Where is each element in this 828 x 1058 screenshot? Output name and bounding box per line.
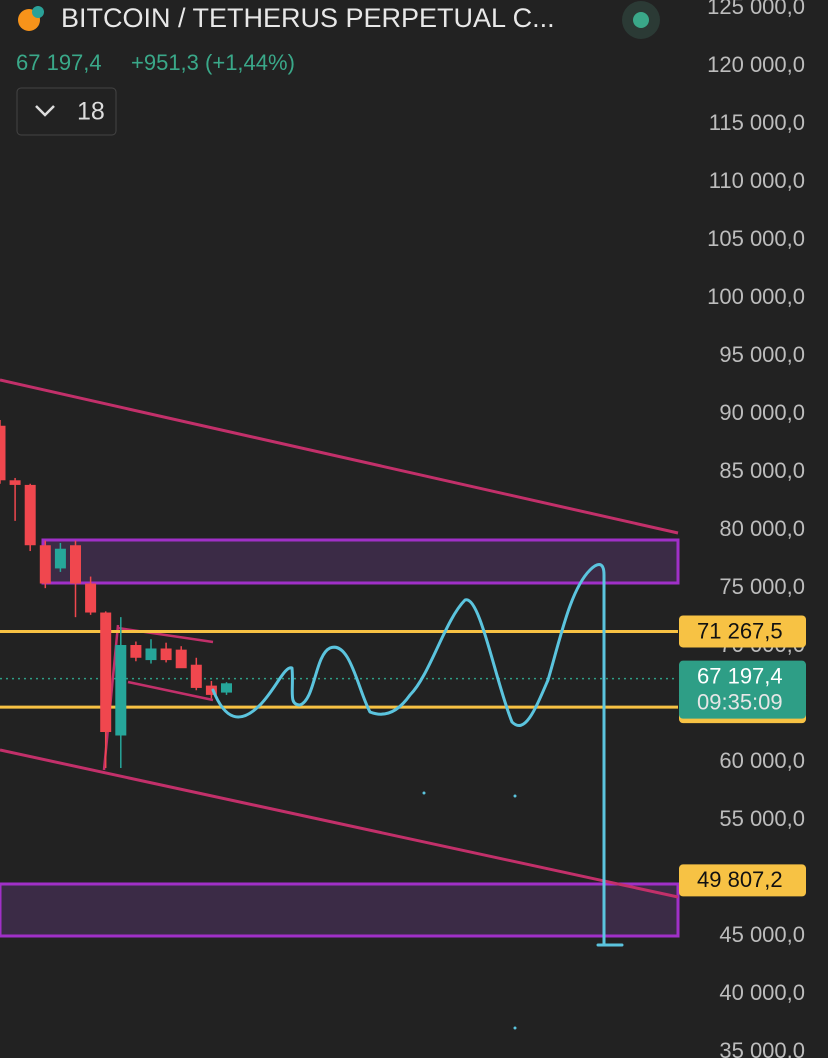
candle-body xyxy=(9,480,21,485)
y-tick-label: 85 000,0 xyxy=(719,458,805,483)
price-tag-label: 49 807,2 xyxy=(697,867,783,892)
candle-body xyxy=(190,664,202,688)
y-tick-label: 115 000,0 xyxy=(709,110,805,135)
y-tick-label: 95 000,0 xyxy=(719,342,805,367)
badge-icon xyxy=(32,6,44,18)
interval: 18 xyxy=(77,98,105,126)
price-change: +951,3 (+1,44%) xyxy=(131,50,295,75)
y-tick-label: 110 000,0 xyxy=(709,168,805,193)
y-tick-label: 60 000,0 xyxy=(719,748,805,773)
price-tag xyxy=(679,615,806,648)
y-tick-label: 120 000,0 xyxy=(707,52,805,77)
dot xyxy=(422,791,426,795)
candle-body xyxy=(221,683,232,693)
last-price: 67 197,4 xyxy=(16,50,102,75)
candle-body xyxy=(100,612,112,733)
drawn-projection xyxy=(211,563,624,947)
current-price-tag xyxy=(679,660,806,719)
y-tick-label: 75 000,0 xyxy=(719,574,805,599)
trend-line xyxy=(0,748,679,899)
price-tag xyxy=(679,864,806,897)
interval-button[interactable] xyxy=(16,87,117,136)
y-tick-label: 80 000,0 xyxy=(719,516,805,541)
price-tag-label: 71 267,5 xyxy=(697,618,783,643)
candle-body xyxy=(0,425,6,481)
price-axis: 35 000,040 000,045 000,050 000,055 000,0… xyxy=(679,0,806,1058)
zone-box xyxy=(41,538,680,585)
y-tick-label: 100 000,0 xyxy=(707,284,805,309)
trend-line xyxy=(127,680,214,702)
candle-body xyxy=(70,545,81,584)
y-tick-label: 45 000,0 xyxy=(719,922,805,947)
y-tick-label: 90 000,0 xyxy=(719,400,805,425)
candle-body xyxy=(39,545,51,584)
candle-body xyxy=(115,645,127,736)
y-tick-label: 125 000,0 xyxy=(707,0,805,19)
candle-body xyxy=(175,649,187,669)
dot xyxy=(513,794,517,798)
trend-line xyxy=(0,378,679,535)
y-tick-label: 55 000,0 xyxy=(719,806,805,831)
status-dot xyxy=(633,12,649,28)
dot xyxy=(513,1026,517,1030)
candle-body xyxy=(160,648,172,661)
candle-body xyxy=(24,484,36,546)
candle-body xyxy=(54,548,66,569)
y-tick-label: 105 000,0 xyxy=(707,226,805,251)
candle-body xyxy=(205,685,217,695)
y-tick-label: 35 000,0 xyxy=(719,1038,805,1058)
symbol-title: BITCOIN / TETHERUS PERPETUAL C... xyxy=(61,3,555,33)
candle-body xyxy=(85,583,97,613)
current-price-label: 67 197,4 xyxy=(697,663,783,688)
plot xyxy=(0,419,678,768)
chevron xyxy=(35,105,55,117)
y-tick-label: 40 000,0 xyxy=(719,980,805,1005)
countdown: 09:35:09 xyxy=(697,689,783,714)
candle-body xyxy=(130,645,142,658)
zone-box xyxy=(0,882,680,938)
candle-body xyxy=(145,648,157,661)
